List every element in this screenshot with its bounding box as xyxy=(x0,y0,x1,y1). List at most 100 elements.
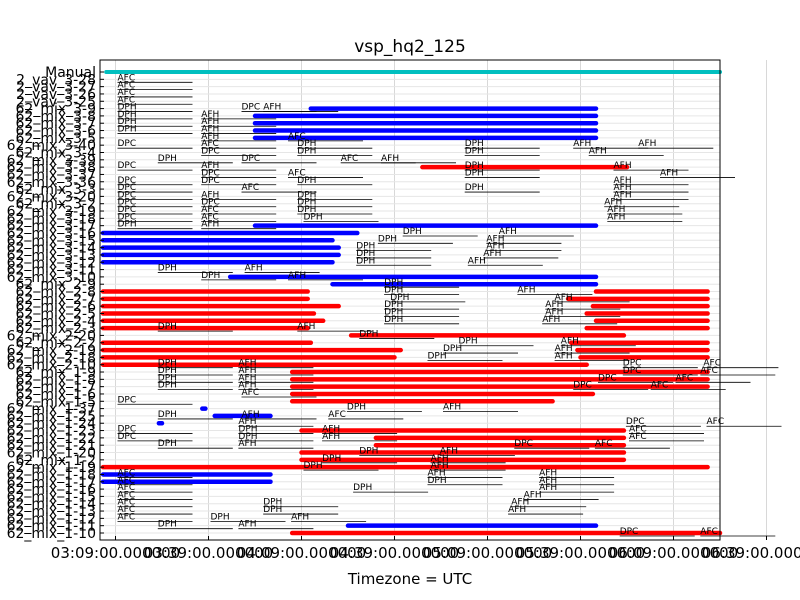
y-tick-label: 62_mix_1-7 xyxy=(16,380,97,396)
annotation-label: AFH xyxy=(238,373,256,383)
annotation-label: DPC xyxy=(118,432,137,442)
annotation-label: AFC xyxy=(118,490,136,500)
annotation-label: AFH xyxy=(322,425,340,435)
y-tick-label: 62_mix_2-2 xyxy=(16,336,97,352)
annotation-label: AFC xyxy=(242,388,260,398)
annotation-label: AFC xyxy=(118,81,136,91)
x-tick-label: 03:39:00.000000 xyxy=(144,544,273,562)
annotation-label: DPC xyxy=(623,366,642,376)
annotation-label: AFC xyxy=(201,205,219,215)
annotation-label: DPH xyxy=(347,403,366,413)
annotation-label: AFC xyxy=(118,483,136,493)
annotation-label: AFC xyxy=(118,73,136,83)
annotation-label: DPH xyxy=(304,212,323,222)
annotation-label: AFH xyxy=(539,483,557,493)
x-tick-label: 06:09:00.000000 xyxy=(609,544,738,562)
annotation-label: AFH xyxy=(291,512,309,522)
annotation-label: DPH xyxy=(297,198,316,208)
annotation-label: DPH xyxy=(158,520,177,530)
y-tick-label: 62_mix_1-10 xyxy=(7,526,96,542)
y-tick-label: 2_vav_3-28 xyxy=(16,72,96,88)
annotation-label: DPH xyxy=(297,146,316,156)
y-tick-label: 62_mix_1-13 xyxy=(7,504,96,520)
x-tick-label: 05:39:00.000000 xyxy=(516,544,645,562)
plot-frame xyxy=(99,59,721,541)
y-tick-label: 62_mix_1-8 xyxy=(16,372,97,388)
annotation-label: AFH xyxy=(443,403,461,413)
annotation-label: AFH xyxy=(511,498,529,508)
annotation-label: AFC xyxy=(118,505,136,515)
annotation-label: AFH xyxy=(539,476,557,486)
annotation-label: DPC xyxy=(118,139,137,149)
annotation-label: AFC xyxy=(595,439,613,449)
annotation-label: AFC xyxy=(118,95,136,105)
annotation-label: AFH xyxy=(589,146,607,156)
annotation-label: AFH xyxy=(555,293,573,303)
annotation-label: DPH xyxy=(211,512,230,522)
annotation-label: DPH xyxy=(459,337,478,347)
y-tick-label: 62_mix_2-9 xyxy=(16,277,97,293)
annotation-label: AFC xyxy=(201,139,219,149)
annotation-label: AFH xyxy=(238,439,256,449)
annotation-label: AFH xyxy=(440,447,458,457)
annotation-label: AFC xyxy=(288,132,306,142)
annotation-label: DPH xyxy=(384,307,403,317)
x-tick-label: 03:09:00.000000 xyxy=(51,544,180,562)
annotation-label: AFH xyxy=(524,490,542,500)
annotation-label: DPC xyxy=(118,205,137,215)
annotation-label: AFH xyxy=(607,212,625,222)
annotation-label: AFH xyxy=(539,468,557,478)
annotation-label: DPC xyxy=(118,183,137,193)
annotation-label: AFC xyxy=(341,154,359,164)
annotation-label: DPH xyxy=(118,125,137,135)
annotation-label: DPC xyxy=(598,373,617,383)
y-tick-label: 62_mix_1-11 xyxy=(7,519,96,535)
y-tick-label: 62_mix_3-14 xyxy=(7,241,96,257)
annotation-label: AFH xyxy=(542,315,560,325)
annotation-label: AFC xyxy=(118,468,136,478)
annotation-label: DPH xyxy=(356,242,375,252)
annotation-label: AFH xyxy=(545,307,563,317)
annotation-label: AFH xyxy=(288,271,306,281)
annotation-label: DPH xyxy=(378,234,397,244)
annotation-label: AFH xyxy=(238,366,256,376)
y-tick-label: 62_mix_3-39 xyxy=(7,153,96,169)
bars-layer xyxy=(100,70,723,536)
y-tick-label: 62_mix_3-2 xyxy=(16,197,97,213)
annotation-label: AFH xyxy=(201,117,219,127)
y-tick-label: 62_mix_2-7 xyxy=(16,292,97,308)
x-tick-label: 04:09:00.000000 xyxy=(237,544,366,562)
annotation-label: DPC xyxy=(201,176,220,186)
annotation-label: AFC xyxy=(700,527,718,537)
annotation-label: AFH xyxy=(238,417,256,427)
y-tick-label: 62_mix_1-37 xyxy=(7,402,96,418)
y-tick-label: 62_mix_3-20 xyxy=(7,189,96,205)
annotation-label: DPH xyxy=(118,220,137,230)
annotation-label: DPH xyxy=(158,359,177,369)
annotation-label: AFH xyxy=(483,249,501,259)
annotation-label: AFC xyxy=(707,417,725,427)
y-tick-label: 62_mix_3-37 xyxy=(7,167,96,183)
annotation-label: DPH xyxy=(465,161,484,171)
annotation-label: AFH xyxy=(614,176,632,186)
y-tick-label: 62_mix_3-38 xyxy=(7,160,96,176)
annotation-label: DPC xyxy=(620,527,639,537)
annotation-label: DPC xyxy=(623,359,642,369)
y-tick-label: 62_mix_2-8 xyxy=(16,285,97,301)
annotation-label: DPH xyxy=(263,498,282,508)
annotation-label: DPH xyxy=(384,286,403,296)
annotation-label: AFC xyxy=(288,168,306,178)
annotation-label: DPC xyxy=(118,198,137,208)
y-tick-label: 62_mix_2-6 xyxy=(16,299,97,315)
annotation-label: DPC xyxy=(242,103,261,113)
y-tick-label: 62_mix_1-12 xyxy=(7,511,96,527)
annotation-label: AFH xyxy=(238,520,256,530)
annotation-label: AFH xyxy=(201,110,219,120)
annotation-label: DPH xyxy=(118,117,137,127)
annotation-label: AFH xyxy=(263,103,281,113)
annotation-label: DPH xyxy=(158,322,177,332)
annotation-label: DPH xyxy=(263,505,282,515)
y-axis-ticks: Manual2_vav_3-282_vav_3-272_vav_3-262_va… xyxy=(7,65,104,542)
annotation-label: AFC xyxy=(700,366,718,376)
